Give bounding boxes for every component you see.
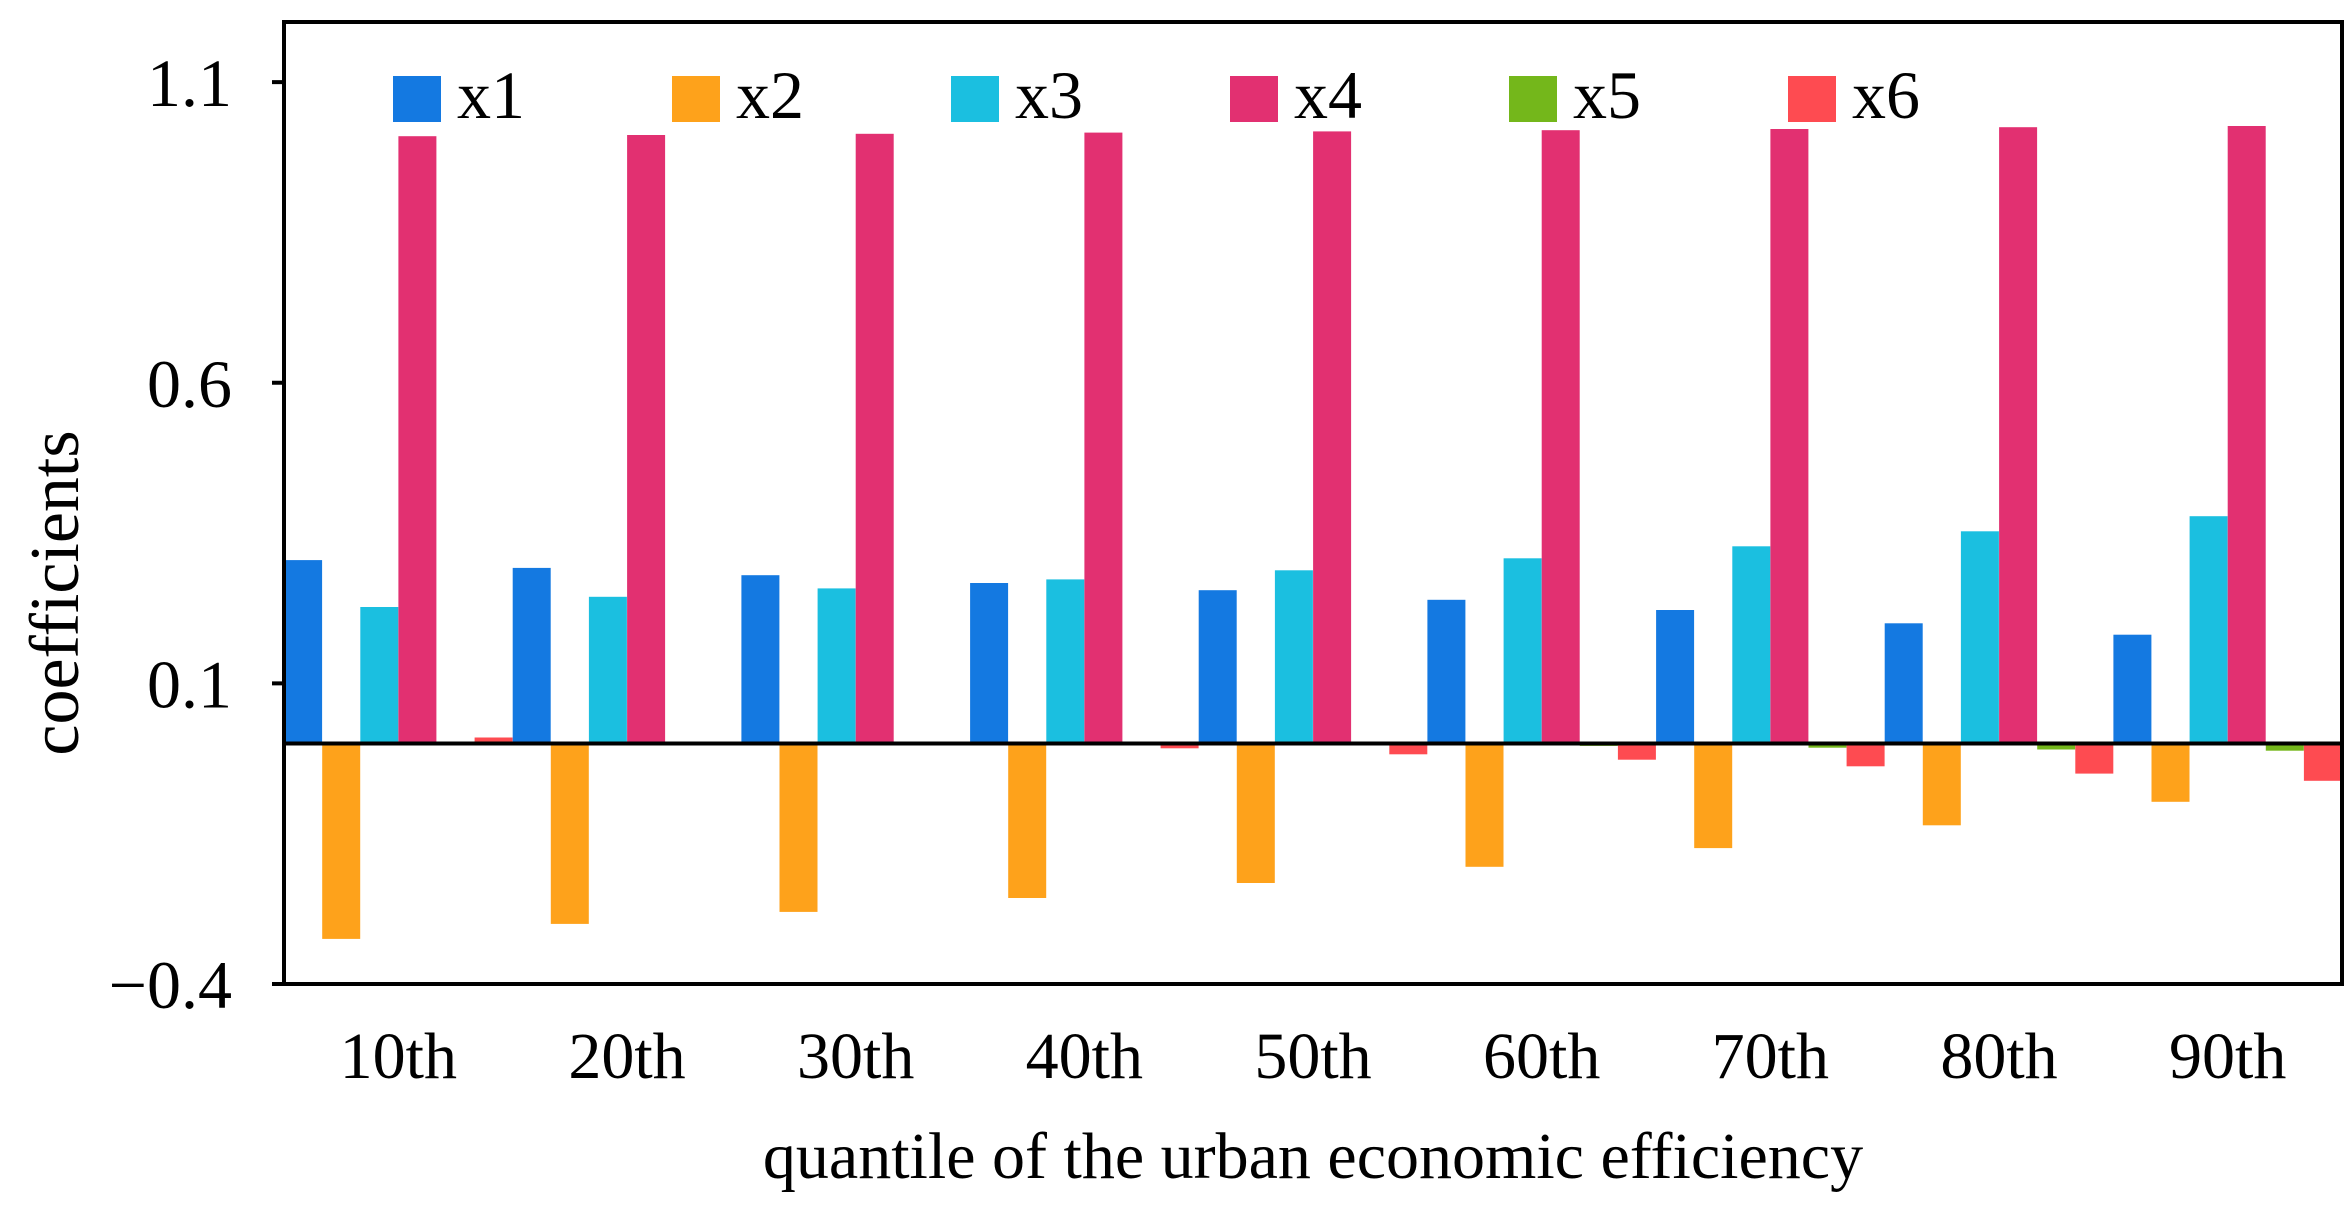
bar-x1-80th xyxy=(1884,623,1923,744)
legend-label-x1: x1 xyxy=(457,57,525,133)
bar-x3-30th xyxy=(817,588,856,744)
x-tick-label: 90th xyxy=(2169,1020,2286,1093)
legend-label-x6: x6 xyxy=(1852,57,1920,133)
bar-x3-60th xyxy=(1503,558,1542,744)
x-tick-label: 80th xyxy=(1940,1020,2057,1093)
bar-x2-30th xyxy=(779,743,818,912)
y-tick-label: 0.6 xyxy=(147,346,232,422)
bar-x6-50th xyxy=(1389,743,1428,755)
bar-x2-70th xyxy=(1694,743,1733,849)
bar-x1-70th xyxy=(1656,610,1695,744)
x-tick-label: 50th xyxy=(1254,1020,1371,1093)
bar-x6-80th xyxy=(2075,743,2114,774)
bar-x3-90th xyxy=(2189,516,2228,744)
y-tick-label: −0.4 xyxy=(109,947,232,1023)
bar-x2-40th xyxy=(1008,743,1047,898)
bar-x1-40th xyxy=(970,583,1009,744)
bar-x2-10th xyxy=(322,743,361,939)
bar-x2-50th xyxy=(1236,743,1275,883)
bar-x4-10th xyxy=(398,136,437,744)
bar-x3-70th xyxy=(1732,546,1771,744)
bar-x6-70th xyxy=(1846,743,1885,767)
bar-x4-80th xyxy=(1999,127,2038,744)
bar-x6-10th xyxy=(474,737,513,744)
bar-x5-80th xyxy=(2037,743,2076,750)
legend-label-x2: x2 xyxy=(736,57,804,133)
legend-label-x5: x5 xyxy=(1573,57,1641,133)
legend-swatch-x3 xyxy=(951,76,999,122)
legend-label-x3: x3 xyxy=(1015,57,1083,133)
bar-x4-30th xyxy=(855,133,894,744)
x-axis-label: quantile of the urban economic efficienc… xyxy=(763,1120,1863,1193)
y-tick-label: 0.1 xyxy=(147,646,232,722)
bar-x2-80th xyxy=(1922,743,1961,826)
x-tick-label: 70th xyxy=(1712,1020,1829,1093)
bar-x2-60th xyxy=(1465,743,1504,867)
bar-x4-20th xyxy=(627,135,666,744)
y-axis-label: coefficients xyxy=(17,430,94,755)
x-tick-label: 40th xyxy=(1026,1020,1143,1093)
bar-x6-90th xyxy=(2303,743,2342,781)
bar-x4-90th xyxy=(2227,126,2266,744)
x-axis: 10th 20th 30th 40th 50th 60th 70th 80th 90th xyxy=(340,1020,2287,1093)
bar-x3-10th xyxy=(360,607,399,744)
bar-x1-30th xyxy=(741,575,780,744)
bar-x4-60th xyxy=(1541,130,1580,744)
bars-layer xyxy=(284,126,2342,939)
y-axis: 1.1 0.6 0.1 −0.4 xyxy=(109,45,284,1023)
x-tick-label: 10th xyxy=(340,1020,457,1093)
bar-x3-50th xyxy=(1274,570,1313,744)
bar-x4-40th xyxy=(1084,132,1123,744)
bar-x4-70th xyxy=(1770,129,1809,744)
bar-x1-60th xyxy=(1427,599,1466,744)
bar-x3-80th xyxy=(1960,531,1999,744)
bar-x1-20th xyxy=(512,567,551,744)
legend-swatch-x6 xyxy=(1788,76,1836,122)
plot-frame xyxy=(282,20,2344,986)
bar-x1-50th xyxy=(1198,590,1237,744)
legend-label-x4: x4 xyxy=(1294,57,1362,133)
bar-x2-20th xyxy=(550,743,589,924)
legend-swatch-x5 xyxy=(1509,76,1557,122)
legend: x1 x2 x3 x4 x5 x6 xyxy=(393,57,1920,133)
legend-swatch-x2 xyxy=(672,76,720,122)
x-tick-label: 60th xyxy=(1483,1020,1600,1093)
bar-x1-90th xyxy=(2113,634,2152,744)
bar-x1-10th xyxy=(284,560,323,744)
x-tick-label: 30th xyxy=(797,1020,914,1093)
legend-swatch-x4 xyxy=(1230,76,1278,122)
bar-x2-90th xyxy=(2151,743,2190,802)
bar-x3-40th xyxy=(1046,579,1085,744)
x-tick-label: 20th xyxy=(568,1020,685,1093)
bar-x5-70th xyxy=(1808,743,1847,748)
bar-x5-90th xyxy=(2265,743,2304,751)
bar-x4-50th xyxy=(1313,131,1352,744)
bar-x6-60th xyxy=(1617,743,1656,760)
bar-x6-40th xyxy=(1160,743,1199,749)
bar-x3-20th xyxy=(588,596,627,744)
y-tick-label: 1.1 xyxy=(147,45,232,121)
legend-swatch-x1 xyxy=(393,76,441,122)
